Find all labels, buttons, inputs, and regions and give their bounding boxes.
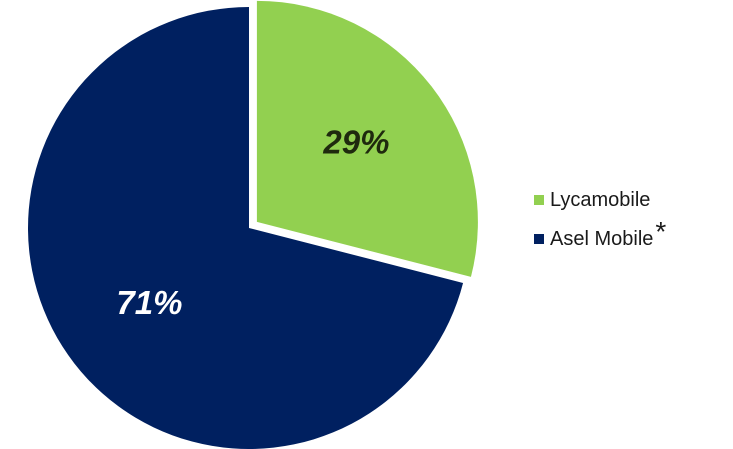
legend-label-asel-mobile: Asel Mobile — [550, 227, 654, 250]
legend-item-lycamobile: Lycamobile — [534, 188, 666, 212]
pie-slice-lycamobile — [256, 0, 478, 277]
legend: Lycamobile Asel Mobile * — [534, 188, 666, 266]
slice-labels: 29% 71% — [116, 123, 389, 321]
slice-label-asel-mobile: 71% — [116, 284, 182, 321]
legend-label-lycamobile: Lycamobile — [550, 188, 651, 211]
pie-slice-asel-mobile — [28, 7, 464, 449]
asterisk-footnote-mark: * — [655, 216, 667, 247]
legend-swatch-lycamobile — [534, 195, 544, 205]
pie-slices — [28, 0, 478, 449]
legend-swatch-asel-mobile — [534, 234, 544, 244]
slice-label-lycamobile: 29% — [322, 123, 389, 160]
legend-item-asel-mobile: Asel Mobile * — [534, 216, 666, 251]
